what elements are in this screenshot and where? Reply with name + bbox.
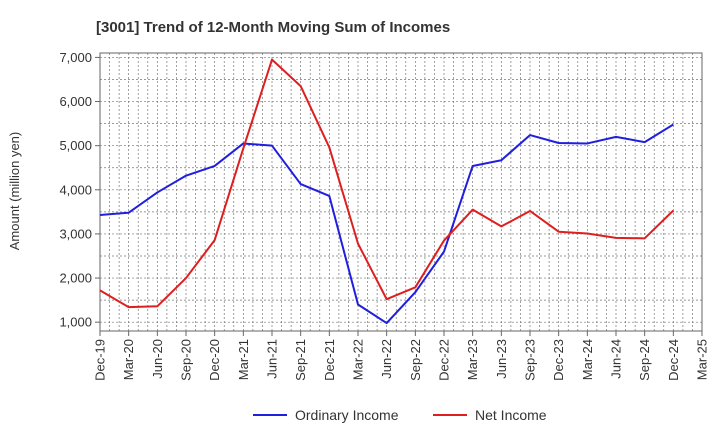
x-tick-label: Dec-23 — [551, 339, 566, 381]
x-tick-label: Dec-19 — [93, 339, 108, 381]
x-tick-label: Dec-21 — [322, 339, 337, 381]
x-tick-label: Sep-20 — [179, 339, 194, 381]
grid — [99, 53, 703, 331]
x-tick-label: Jun-22 — [379, 339, 394, 379]
y-axis: 1,000 2,000 3,000 4,000 5,000 6,000 7,000 — [59, 50, 100, 330]
y-tick-label: 7,000 — [59, 50, 92, 65]
y-tick-label: 4,000 — [59, 182, 92, 197]
y-tick-label: 6,000 — [59, 94, 92, 109]
legend-label: Ordinary Income — [295, 407, 399, 423]
series-lines — [99, 58, 675, 325]
x-tick-label: Sep-23 — [523, 339, 538, 381]
x-tick-label: Jun-21 — [265, 339, 280, 379]
plot-frame — [99, 52, 703, 332]
y-axis-label: Amount (million yen) — [7, 132, 22, 251]
x-tick-label: Mar-24 — [580, 339, 595, 380]
series-line-0 — [99, 123, 674, 325]
chart-title: [3001] Trend of 12-Month Moving Sum of I… — [96, 19, 450, 36]
y-tick-label: 5,000 — [59, 138, 92, 153]
x-tick-label: Sep-21 — [293, 339, 308, 381]
x-axis: Dec-19 Mar-20 Jun-20 Sep-20 Dec-20 Mar-21 Jun-… — [93, 331, 710, 381]
x-tick-label: Sep-24 — [637, 339, 652, 381]
x-tick-label: Sep-22 — [408, 339, 423, 381]
x-tick-label: Mar-23 — [465, 339, 480, 380]
y-tick-label: 3,000 — [59, 226, 92, 241]
x-tick-label: Dec-20 — [207, 339, 222, 381]
y-tick-label: 2,000 — [59, 271, 92, 286]
x-tick-label: Dec-22 — [437, 339, 452, 381]
x-tick-label: Mar-20 — [121, 339, 136, 380]
x-tick-label: Dec-24 — [666, 339, 681, 381]
x-tick-label: Jun-23 — [494, 339, 509, 379]
x-tick-label: Mar-25 — [695, 339, 710, 380]
legend-label: Net Income — [475, 407, 547, 423]
y-tick-label: 1,000 — [59, 315, 92, 330]
x-tick-label: Jun-20 — [150, 339, 165, 379]
x-tick-label: Mar-22 — [351, 339, 366, 380]
legend: Ordinary Income Net Income — [253, 407, 547, 423]
x-tick-label: Mar-21 — [236, 339, 251, 380]
x-tick-label: Jun-24 — [609, 339, 624, 379]
series-line-1 — [99, 58, 675, 309]
